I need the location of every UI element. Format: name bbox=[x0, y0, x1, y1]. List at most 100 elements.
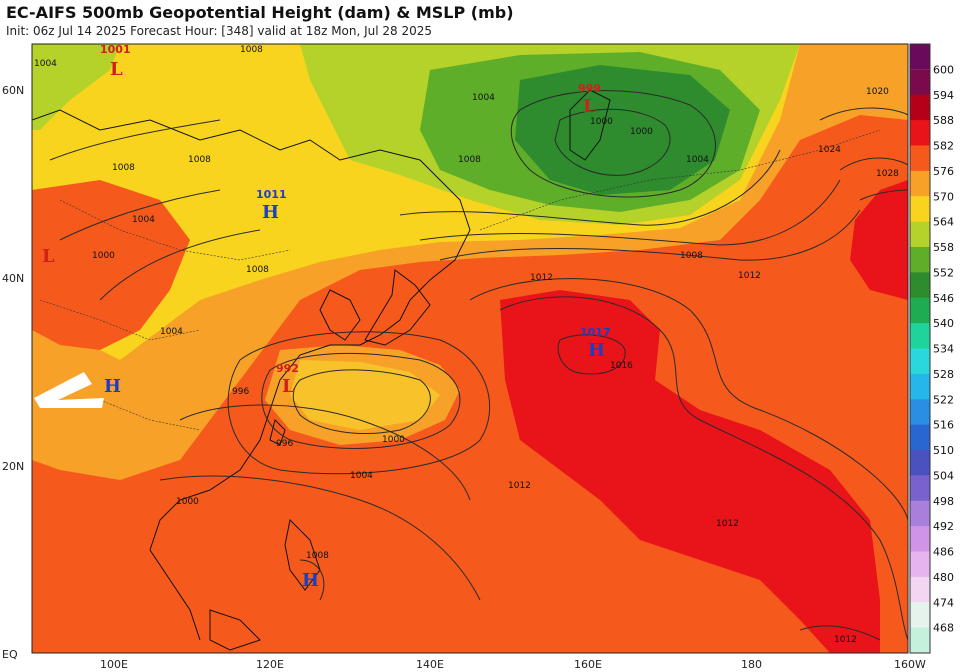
isobar-label: 1008 bbox=[188, 155, 211, 165]
isobar-label: 1000 bbox=[590, 117, 613, 127]
colorbar-label: 516 bbox=[933, 419, 954, 432]
lat-label: EQ bbox=[2, 648, 18, 661]
lon-label: 160E bbox=[574, 658, 602, 671]
colorbar-label: 486 bbox=[933, 546, 954, 559]
colorbar-label: 558 bbox=[933, 241, 954, 254]
colorbar-swatch bbox=[910, 475, 930, 502]
colorbar-swatch bbox=[910, 272, 930, 299]
lon-label: 140E bbox=[416, 658, 444, 671]
colorbar-swatch bbox=[910, 323, 930, 349]
colorbar-label: 534 bbox=[933, 343, 954, 356]
colorbar-label: 492 bbox=[933, 520, 954, 533]
isobar-label: 1008 bbox=[112, 163, 135, 173]
colorbar-swatch bbox=[910, 196, 930, 223]
colorbar-label: 600 bbox=[933, 63, 954, 76]
colorbar-label: 564 bbox=[933, 216, 954, 229]
colorbar-swatch bbox=[910, 450, 930, 476]
isobar-label: 1004 bbox=[160, 327, 183, 337]
lat-label: 20N bbox=[2, 460, 24, 473]
high-center-value: 1017 bbox=[580, 326, 611, 339]
colorbar-label: 540 bbox=[933, 317, 954, 330]
low-center-marker: L bbox=[583, 96, 596, 117]
high-center-value: 1011 bbox=[256, 188, 287, 201]
colorbar-label: 474 bbox=[933, 596, 954, 609]
isobar-label: 1012 bbox=[716, 519, 739, 529]
colorbar-swatch bbox=[910, 170, 930, 197]
map-subtitle: Init: 06z Jul 14 2025 Forecast Hour: [34… bbox=[6, 24, 433, 38]
latitude-labels: 60N 40N 20N EQ bbox=[2, 84, 24, 661]
isobar-label: 1008 bbox=[458, 155, 481, 165]
isobar-label: 1004 bbox=[686, 155, 709, 165]
borders bbox=[39, 129, 881, 431]
isobar-labels: 1004 1008 1004 1008 1000 1004 1008 1012 … bbox=[34, 45, 899, 645]
colorbar-swatch bbox=[910, 551, 930, 578]
low-center-value: 999 bbox=[578, 82, 601, 95]
isobar-label: 1008 bbox=[680, 251, 703, 261]
isobar-label: 1000 bbox=[630, 127, 653, 137]
isobars bbox=[49, 90, 908, 641]
high-center-marker: H bbox=[302, 570, 319, 591]
lat-label: 40N bbox=[2, 272, 24, 285]
low-center-value: 1001 bbox=[100, 43, 131, 56]
colorbar-swatch bbox=[910, 297, 930, 324]
isobar-label: 1000 bbox=[382, 435, 405, 445]
colorbar-swatch bbox=[910, 120, 930, 146]
lon-label: 180 bbox=[741, 658, 762, 671]
high-center-marker: H bbox=[588, 340, 605, 361]
low-center-marker: L bbox=[110, 59, 123, 80]
high-center-marker: H bbox=[262, 202, 279, 223]
isobar-label: 1012 bbox=[530, 273, 553, 283]
isobar-label: 1028 bbox=[876, 169, 899, 179]
colorbar-swatch bbox=[910, 94, 930, 121]
lon-label: 100E bbox=[100, 658, 128, 671]
colorbar-swatch bbox=[910, 627, 930, 654]
colorbar-label: 576 bbox=[933, 165, 954, 178]
isobar-label: 1020 bbox=[866, 87, 889, 97]
colorbar-label: 552 bbox=[933, 266, 954, 279]
longitude-labels: 100E 120E 140E 160E 180 160W bbox=[100, 658, 926, 671]
pressure-centers: 1001 L 999 L 1011 H 1017 H 992 L H H L bbox=[42, 43, 611, 591]
colorbar-label: 510 bbox=[933, 444, 954, 457]
colorbar-swatch bbox=[910, 576, 930, 603]
colorbar-cap bbox=[910, 44, 930, 70]
colorbar-swatch bbox=[910, 399, 930, 426]
colorbar-label: 522 bbox=[933, 393, 954, 406]
isobar-label: 1004 bbox=[34, 59, 57, 69]
isobar-label: 1012 bbox=[738, 271, 761, 281]
colorbar-swatch bbox=[910, 373, 930, 400]
isobar-label: 1008 bbox=[306, 551, 329, 561]
high-center-marker: H bbox=[104, 376, 121, 397]
lon-label: 160W bbox=[894, 658, 926, 671]
isobar-label: 996 bbox=[276, 439, 293, 449]
colorbar: 600 594 588 582 576 570 564 558 552 546 540 534 528 5… bbox=[909, 43, 954, 654]
isobar-label: 1016 bbox=[610, 361, 633, 371]
isobar-label: 1000 bbox=[176, 497, 199, 507]
colorbar-swatch bbox=[910, 602, 930, 629]
colorbar-label: 582 bbox=[933, 140, 954, 153]
colorbar-swatch bbox=[910, 500, 930, 527]
colorbar-swatch bbox=[910, 526, 930, 552]
lon-label: 120E bbox=[256, 658, 284, 671]
colorbar-swatch bbox=[910, 348, 930, 375]
low-center-value: 992 bbox=[276, 362, 299, 375]
colorbar-frame bbox=[909, 43, 931, 654]
colorbar-swatch bbox=[910, 145, 930, 172]
colorbar-swatch bbox=[910, 247, 930, 273]
colorbar-label: 468 bbox=[933, 622, 954, 635]
height-field bbox=[32, 44, 908, 653]
colorbar-swatch bbox=[910, 69, 930, 96]
isobar-label: 1008 bbox=[246, 265, 269, 275]
colorbar-swatch bbox=[910, 424, 930, 451]
colorbar-label: 546 bbox=[933, 292, 954, 305]
low-center-marker: L bbox=[42, 246, 55, 267]
map-title: EC-AIFS 500mb Geopotential Height (dam) … bbox=[6, 3, 514, 22]
chevron-watermark bbox=[34, 372, 104, 408]
map-frame bbox=[31, 43, 909, 654]
colorbar-label: 588 bbox=[933, 114, 954, 127]
colorbar-label: 594 bbox=[933, 89, 954, 102]
isobar-label: 1024 bbox=[818, 145, 841, 155]
colorbar-swatch bbox=[910, 221, 930, 248]
isobar-label: 1012 bbox=[834, 635, 857, 645]
isobar-label: 1000 bbox=[92, 251, 115, 261]
